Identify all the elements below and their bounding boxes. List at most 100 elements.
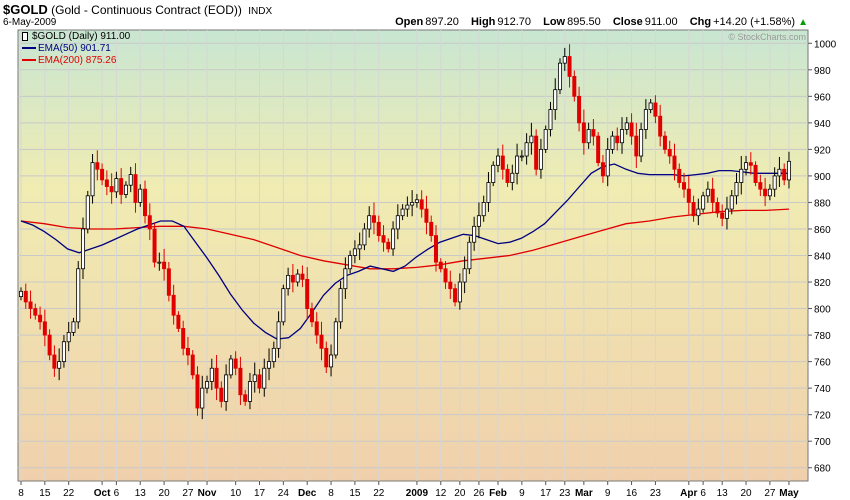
y-tick-label: 900	[814, 172, 831, 183]
candle	[28, 301, 33, 309]
candle	[739, 168, 744, 183]
candle	[386, 241, 391, 250]
candle	[190, 354, 195, 376]
y-tick-label: 960	[814, 92, 831, 103]
candle	[352, 248, 357, 256]
x-tick-label: 20	[740, 488, 752, 499]
x-tick-label: Mar	[575, 488, 593, 499]
x-tick-label: Oct	[94, 488, 111, 499]
candle	[300, 273, 305, 280]
candle	[491, 164, 496, 183]
y-tick-label: 860	[814, 225, 831, 236]
candle	[615, 135, 620, 144]
candle	[724, 208, 729, 219]
candle	[720, 212, 725, 219]
x-tick-label: May	[779, 488, 799, 499]
x-tick-label: 26	[473, 488, 485, 499]
chart-date: 6-May-2009	[3, 17, 57, 28]
candle	[586, 129, 591, 144]
y-tick-label: 780	[814, 331, 831, 342]
candle	[782, 168, 787, 181]
candle	[591, 129, 596, 137]
candle	[228, 358, 233, 376]
candle	[52, 354, 57, 369]
candle	[505, 168, 510, 183]
candle	[381, 235, 386, 243]
candle	[558, 62, 563, 91]
candle	[219, 387, 224, 402]
candle	[214, 367, 219, 389]
candle	[391, 228, 396, 250]
candle	[100, 168, 105, 181]
candle	[624, 122, 629, 130]
x-tick-label: 20	[159, 488, 171, 499]
x-tick-label: 16	[626, 488, 638, 499]
x-tick-label: 15	[39, 488, 51, 499]
candle	[610, 135, 615, 150]
y-tick-label: 920	[814, 145, 831, 156]
close-label: Close	[612, 16, 643, 28]
candle	[305, 278, 310, 309]
candle	[414, 199, 419, 203]
candle	[529, 135, 534, 144]
grid-lines	[18, 30, 808, 481]
candle	[524, 142, 529, 157]
candle	[343, 268, 348, 290]
ohlc-readout: Open 897.20 High 912.70 Low 895.50 Close 911…	[395, 16, 808, 28]
legend-ema50: EMA(50) 901.71	[22, 43, 130, 55]
candle	[143, 188, 148, 217]
y-tick-label: 800	[814, 305, 831, 316]
candle	[367, 215, 372, 230]
candle	[338, 288, 343, 323]
candle	[281, 288, 286, 323]
y-tick-label: 700	[814, 437, 831, 448]
candle	[176, 314, 181, 329]
watermark: © StockCharts.com	[728, 32, 806, 42]
candle	[486, 182, 491, 203]
x-tick-label: 9	[519, 488, 525, 499]
candle	[200, 387, 205, 409]
candle	[224, 374, 229, 402]
y-tick-label: 720	[814, 411, 831, 422]
candle	[457, 281, 462, 303]
candle	[166, 268, 171, 296]
candle	[314, 321, 319, 336]
candle	[181, 328, 186, 349]
candle	[510, 172, 515, 183]
candle	[424, 208, 429, 223]
candle	[90, 162, 95, 197]
x-tick-label: Feb	[489, 488, 507, 499]
candle	[600, 162, 605, 177]
candle	[410, 202, 415, 206]
candle	[777, 168, 782, 177]
candle	[705, 188, 710, 197]
candle	[429, 221, 434, 237]
candle	[262, 367, 267, 389]
candle	[643, 109, 648, 130]
x-tick-label: 20	[454, 488, 466, 499]
x-tick-label: 8	[328, 488, 334, 499]
candle	[185, 347, 190, 356]
candle	[267, 361, 272, 369]
candle	[648, 102, 653, 110]
x-tick-label: 8	[18, 488, 24, 499]
candle	[85, 195, 90, 230]
x-tick-label: 22	[63, 488, 75, 499]
candle	[433, 235, 438, 263]
chg-value: +14.20 (+1.58%)	[713, 16, 796, 28]
candle	[462, 268, 467, 283]
candle	[395, 215, 400, 230]
candle	[295, 273, 300, 283]
candle	[667, 148, 672, 157]
candle	[744, 162, 749, 170]
candle	[519, 155, 524, 158]
legend-ema200-label: EMA(200) 875.26	[38, 55, 117, 66]
candle	[138, 188, 143, 203]
candle	[276, 321, 281, 349]
candle	[767, 188, 772, 197]
candle	[42, 321, 47, 336]
candle	[371, 215, 376, 223]
x-tick-label: Nov	[198, 488, 217, 499]
candle	[104, 179, 109, 187]
candle	[729, 195, 734, 210]
